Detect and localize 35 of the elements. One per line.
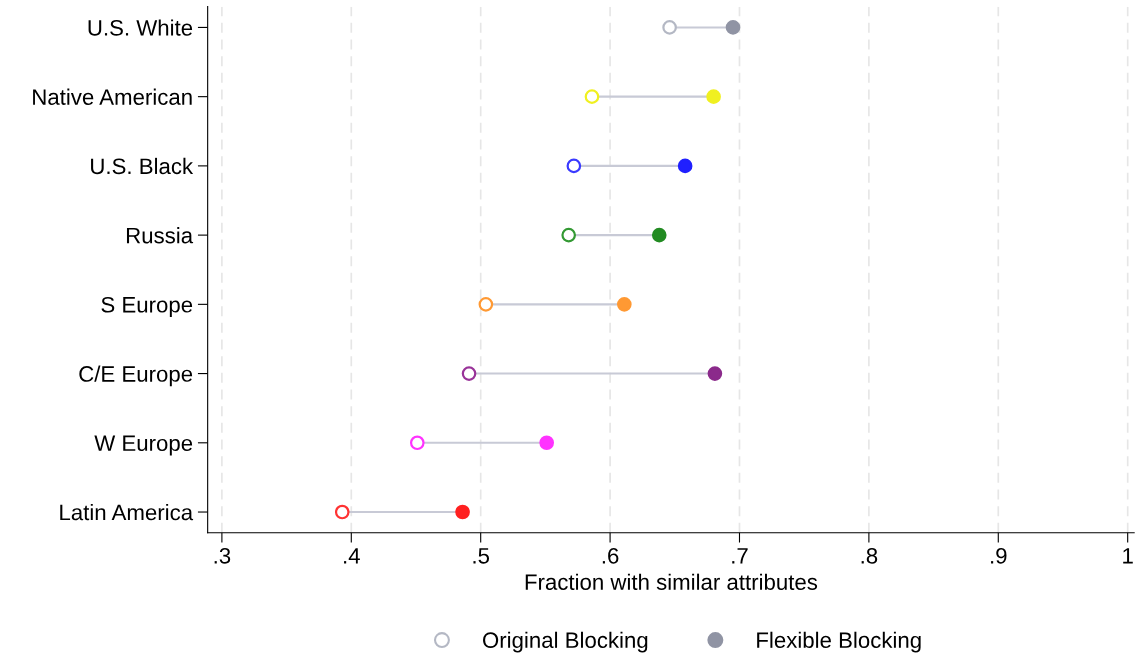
y-tick-label: Russia	[126, 227, 194, 244]
point	[707, 366, 723, 381]
legend-label: Flexible Blocking	[757, 631, 921, 653]
y-tick-label: S Europe	[101, 296, 193, 318]
x-tick-label: .5	[473, 548, 490, 564]
y-tick-label: U.S. Black	[91, 157, 194, 175]
x-tick-label: 1	[1123, 548, 1133, 564]
y-tick-label: Native American	[33, 88, 192, 105]
x-tick-label: .8	[861, 547, 878, 564]
point	[561, 227, 576, 243]
x-axis-title: Fraction with similar attributes	[525, 573, 818, 590]
y-tick-label: U.S. White	[88, 19, 193, 36]
point	[409, 435, 425, 451]
x-tick-label: .7	[732, 548, 748, 564]
point	[584, 89, 600, 104]
point	[461, 366, 477, 381]
x-tick-label: .3	[214, 547, 231, 564]
point	[677, 158, 693, 174]
point	[455, 504, 470, 520]
point	[566, 158, 582, 174]
point	[725, 20, 741, 35]
y-tick-label: W Europe	[94, 435, 193, 456]
point	[662, 20, 677, 35]
point	[478, 297, 494, 312]
point	[334, 504, 350, 520]
y-tick-label: C/E Europe	[79, 365, 193, 387]
x-tick-label: .9	[991, 547, 1007, 564]
point	[539, 435, 555, 451]
x-tick-label: .4	[344, 548, 360, 564]
x-tick-label: .6	[602, 547, 619, 564]
point	[706, 89, 721, 104]
y-tick-label: Latin America	[60, 503, 194, 521]
point	[617, 297, 632, 312]
legend-label: Original Blocking	[483, 631, 648, 653]
point	[651, 227, 667, 243]
